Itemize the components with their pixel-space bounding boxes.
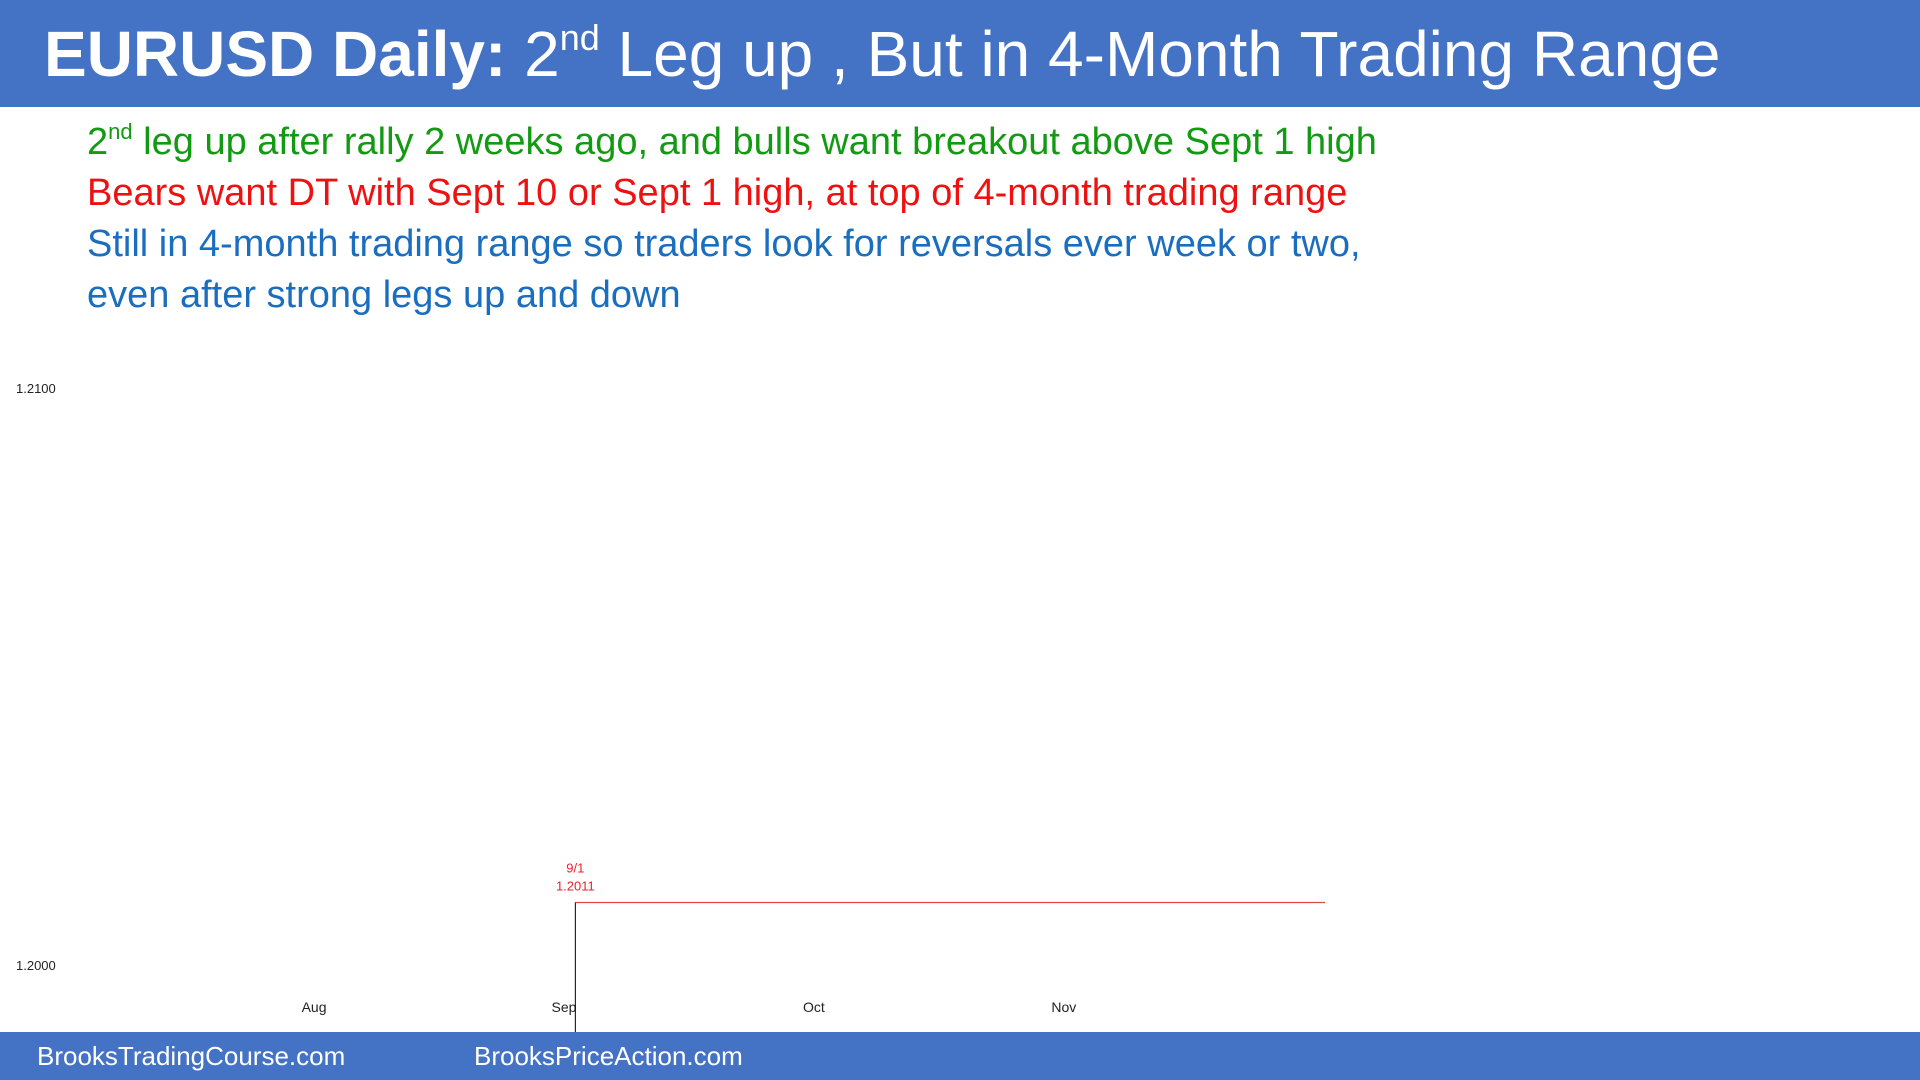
y-tick-label: 1.2100 [16,381,56,396]
y-tick-label: 1.2000 [16,958,56,973]
x-tick-label: Sep [552,999,577,1015]
note-bear-line: Bears want DT with Sept 10 or Sept 1 hig… [87,172,1348,214]
annotation-price: 1.2011 [556,879,595,894]
page-title: EURUSD Daily: 2nd Leg up , But in 4-Mont… [44,14,1720,94]
annotation-date: 9/1 [566,861,584,876]
note-bull-text: leg up after rally 2 weeks ago, and bull… [132,121,1377,163]
title-ordinal-suffix: nd [559,17,600,58]
x-tick-label: Oct [803,999,825,1015]
note-range-line-2: even after strong legs up and down [87,274,681,316]
header-bar: EURUSD Daily: 2nd Leg up , But in 4-Mont… [0,0,1920,107]
footer-bar: BrooksTradingCourse.com BrooksPriceActio… [0,1032,1920,1080]
commentary: 2nd leg up after rally 2 weeks ago, and … [87,117,1377,321]
note-range-line: Still in 4-month trading range so trader… [87,223,1361,265]
title-rest: Leg up , But in 4-Month Trading Range [599,18,1721,90]
eurusd-daily-chart: 1.21001.20001.19001.18001.17001.16001.15… [16,381,1326,1040]
note-leg-number: 2 [87,121,109,163]
footer-brooks-trading-course: BrooksTradingCourse.com [37,1041,346,1071]
title-bold: EURUSD Daily: [44,18,507,90]
x-tick-label: Aug [302,999,327,1015]
x-tick-label: Nov [1051,999,1076,1015]
note-ordinal-suffix: nd [108,119,133,144]
title-leg-number: 2 [524,18,560,90]
footer-brooks-price-action: BrooksPriceAction.com [474,1041,743,1071]
note-bull-line: 2nd leg up after rally 2 weeks ago, and … [87,117,1377,168]
